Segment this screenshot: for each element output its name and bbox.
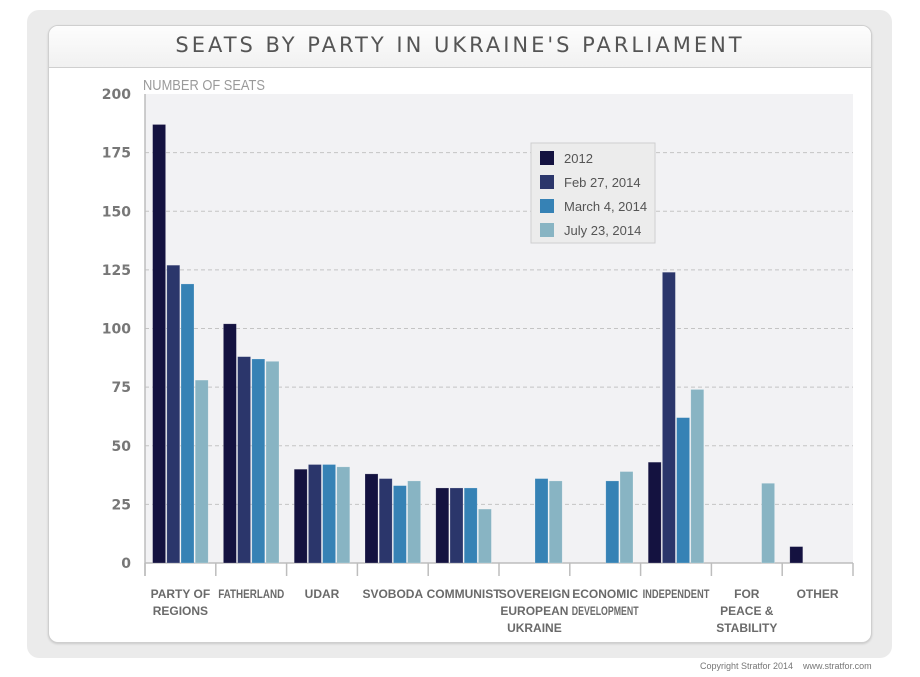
bar	[548, 480, 563, 564]
bar	[449, 487, 464, 564]
bar	[378, 478, 393, 564]
y-tick-label: 0	[121, 556, 131, 572]
x-category-label: UKRAINE	[507, 621, 562, 635]
x-category-label: PEACE &	[720, 604, 774, 618]
x-category-label: ECONOMIC	[572, 587, 638, 601]
bar	[761, 482, 775, 564]
y-tick-label: 175	[102, 146, 131, 162]
bar	[223, 323, 237, 564]
y-tick-label: 50	[112, 439, 132, 455]
x-category-label: INDEPENDENT	[643, 587, 710, 601]
bar	[251, 358, 266, 564]
bar	[152, 124, 166, 564]
bar	[676, 417, 690, 564]
bar	[308, 464, 322, 564]
bar	[194, 379, 209, 564]
legend-label: 2012	[564, 151, 593, 166]
legend-label: July 23, 2014	[564, 223, 641, 238]
x-category-label: SOVEREIGN	[499, 587, 570, 601]
x-category-label: EUROPEAN	[500, 604, 568, 618]
bar	[789, 546, 804, 564]
y-tick-label: 150	[102, 204, 131, 220]
bar	[662, 271, 676, 564]
legend-swatch	[540, 175, 554, 189]
x-category-label: FOR	[734, 587, 760, 601]
x-category-label: OTHER	[797, 587, 839, 601]
bar	[478, 508, 492, 564]
bar	[322, 464, 336, 564]
bar	[690, 389, 705, 564]
y-tick-label: 25	[112, 497, 131, 513]
bar	[180, 283, 195, 564]
bar	[605, 480, 620, 564]
bar	[237, 356, 251, 564]
bar	[534, 478, 549, 564]
x-category-label: PARTY OF	[151, 587, 211, 601]
chart-title: SEATS BY PARTY IN UKRAINE'S PARLIAMENT	[175, 33, 745, 57]
legend-label: March 4, 2014	[564, 199, 647, 214]
bar	[166, 264, 181, 564]
bar	[407, 480, 421, 564]
x-category-label: SVOBODA	[362, 587, 423, 601]
title-bar: SEATS BY PARTY IN UKRAINE'S PARLIAMENT	[49, 26, 871, 68]
x-category-label: DEVELOPMENT	[572, 604, 639, 618]
x-category-label: FATHERLAND	[218, 587, 284, 601]
x-category-label: UDAR	[305, 587, 340, 601]
x-category-label: REGIONS	[153, 604, 208, 618]
bar	[619, 471, 634, 564]
y-tick-label: 200	[102, 87, 131, 103]
y-axis-label: NUMBER OF SEATS	[143, 77, 265, 94]
bar	[265, 361, 280, 564]
bar	[647, 461, 662, 564]
y-tick-label: 75	[112, 380, 131, 396]
bar	[336, 466, 351, 564]
legend-label: Feb 27, 2014	[564, 175, 641, 190]
y-tick-label: 100	[102, 322, 131, 338]
bar	[293, 468, 308, 564]
legend-swatch	[540, 151, 554, 165]
legend-swatch	[540, 223, 554, 237]
bar	[463, 487, 478, 564]
bar	[393, 485, 407, 564]
y-tick-label: 125	[102, 263, 131, 279]
bar	[364, 473, 379, 564]
x-category-label: STABILITY	[716, 621, 777, 635]
bar	[435, 487, 450, 564]
copyright-footer: Copyright Stratfor 2014 www.stratfor.com	[700, 661, 872, 671]
legend-swatch	[540, 199, 554, 213]
x-category-label: COMMUNIST	[427, 587, 502, 601]
